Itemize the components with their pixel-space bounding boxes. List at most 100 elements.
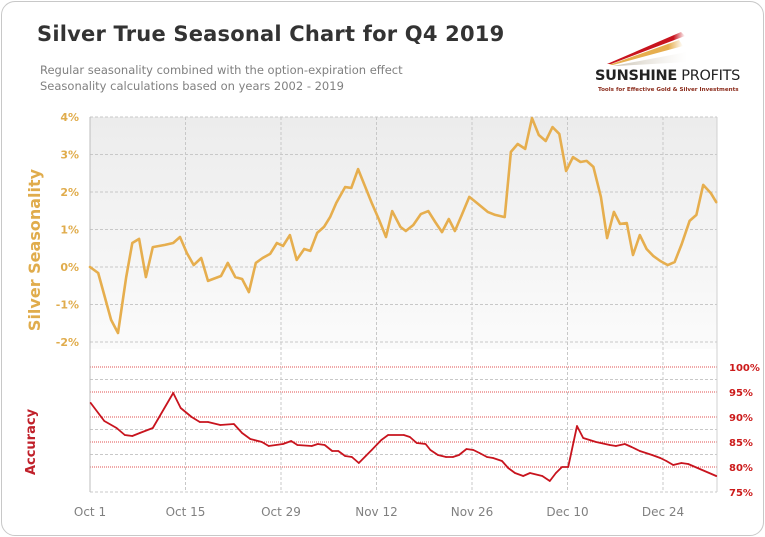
seasonality-point [289, 234, 291, 236]
logo-tagline: Tools for Effective Gold & Silver Invest… [598, 87, 739, 93]
x-tick-label: Oct 15 [166, 505, 206, 519]
accuracy-y-ticks: 100% 95% 90% 85% 80% 75% [729, 363, 760, 499]
seasonality-point [125, 276, 127, 278]
x-ticks: Oct 1 Oct 15 Oct 29 Nov 12 Nov 26 Dec 10 Dec 2… [74, 505, 684, 519]
accuracy-y-tick-label: 75% [729, 488, 753, 499]
seasonality-point [667, 264, 669, 266]
accuracy-point [296, 444, 299, 446]
accuracy-point [89, 402, 92, 404]
seasonality-point [269, 253, 271, 255]
seasonality-point [626, 222, 628, 224]
accuracy-point [465, 448, 468, 450]
seasonality-point [179, 236, 181, 238]
accuracy-point [514, 472, 516, 474]
accuracy-point [507, 467, 510, 469]
accuracy-line [89, 392, 718, 482]
seasonality-point [592, 166, 595, 168]
accuracy-axis-title: Accuracy [24, 408, 39, 475]
accuracy-point [639, 450, 641, 452]
accuracy-point [103, 420, 106, 422]
seasonality-point [335, 202, 338, 204]
x-tick-label: Nov 12 [355, 505, 398, 519]
seasonality-point [632, 254, 634, 256]
seasonality-point [323, 226, 325, 228]
seasonality-point [652, 255, 655, 257]
seasonality-point [476, 202, 478, 204]
seasonality-point [248, 291, 250, 293]
seasonality-point [357, 168, 359, 170]
seasonality-point [454, 230, 456, 232]
seasonality-point [585, 160, 588, 162]
seasonality-point [378, 219, 381, 221]
accuracy-point [207, 421, 209, 423]
accuracy-y-tick-label: 90% [729, 413, 753, 424]
sun-rays-logo-icon [607, 32, 687, 66]
accuracy-point [139, 432, 141, 434]
seasonality-line [88, 116, 718, 335]
accuracy-point [249, 438, 252, 440]
x-tick-label: Oct 29 [261, 505, 301, 519]
seasonality-point [659, 260, 662, 262]
accuracy-point [486, 456, 488, 458]
accuracy-point [403, 434, 405, 436]
seasonality-point [344, 186, 346, 188]
accuracy-point [115, 427, 118, 429]
seasonality-point [276, 242, 278, 244]
accuracy-point [561, 466, 563, 468]
seasonality-point [673, 261, 676, 263]
seasonality-point [329, 216, 331, 218]
accuracy-point [715, 475, 717, 477]
accuracy-point [310, 445, 313, 447]
seasonality-point [494, 214, 497, 216]
seasonality-point [441, 231, 443, 233]
accuracy-point [351, 456, 353, 458]
seasonality-point [241, 278, 243, 280]
seasonality-point [220, 275, 222, 277]
seasonality-point [405, 230, 407, 232]
seasonality-point [579, 161, 582, 163]
accuracy-point [267, 445, 270, 447]
accuracy-point [609, 444, 611, 446]
accuracy-point [651, 454, 653, 456]
accuracy-point [152, 427, 154, 429]
x-tick-label: Dec 24 [642, 505, 684, 519]
seasonality-point [461, 214, 463, 216]
seasonality-point [695, 214, 698, 216]
seasonality-y-tick-label: 4% [60, 111, 79, 124]
seasonality-point [600, 196, 602, 198]
seasonality-point [544, 140, 547, 142]
seasonality-point [255, 262, 257, 264]
accuracy-point [358, 462, 360, 464]
seasonality-point [565, 170, 567, 172]
accuracy-point [172, 392, 174, 394]
seasonality-point [164, 244, 166, 246]
seasonality-point [110, 319, 112, 321]
seasonality-point [531, 117, 533, 119]
seasonality-point [613, 211, 615, 213]
seasonality-point [702, 184, 704, 186]
seasonality-y-tick-label: 3% [60, 149, 79, 162]
seasonality-point [606, 237, 608, 239]
seasonality-grid [90, 116, 717, 343]
seasonality-point [503, 216, 506, 218]
accuracy-point [387, 434, 389, 436]
seasonality-point [468, 196, 471, 198]
seasonality-point [427, 210, 430, 212]
accuracy-point [179, 407, 182, 409]
accuracy-point [478, 452, 481, 454]
seasonality-point [192, 264, 195, 266]
seasonality-point [524, 148, 526, 150]
accuracy-point [317, 443, 319, 445]
seasonality-point [486, 211, 489, 213]
seasonality-point [234, 276, 237, 278]
accuracy-point [615, 445, 617, 447]
seasonality-point [145, 276, 147, 278]
seasonality-point [207, 280, 209, 282]
seasonality-point [510, 151, 512, 153]
accuracy-point [282, 443, 284, 445]
seasonality-point [399, 226, 402, 228]
accuracy-point [323, 444, 326, 446]
logo-name: SUNSHINE PROFITS [595, 68, 740, 84]
seasonality-y-tick-label: -2% [56, 336, 79, 349]
seasonality-point [227, 262, 229, 264]
